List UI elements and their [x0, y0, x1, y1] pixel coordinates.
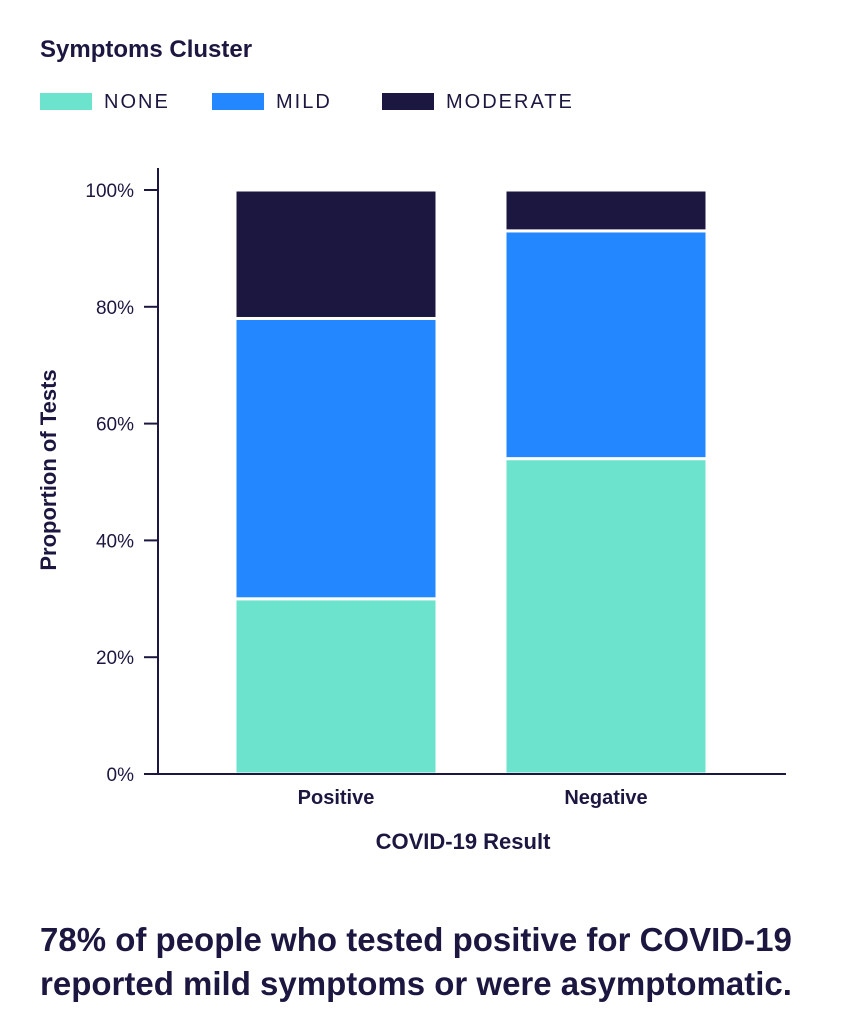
y-tick-label: 40% — [96, 531, 134, 552]
y-tick-label: 100% — [85, 181, 134, 202]
x-axis-title: COVID-19 Result — [376, 829, 551, 854]
legend-swatch — [382, 93, 434, 110]
legend-swatch — [40, 93, 92, 110]
legend-swatch — [212, 93, 264, 110]
y-axis-title: Proportion of Tests — [36, 369, 61, 570]
bar-segment-positive-moderate — [233, 188, 439, 320]
bar-segment-negative-moderate — [503, 188, 709, 233]
chart-caption: 78% of people who tested positive for CO… — [40, 921, 792, 1002]
y-tick-label: 60% — [96, 415, 134, 436]
stacked-bar-chart: 0% 20% 40% 60% 80% 100% Positive Negative COVID-… — [36, 168, 786, 854]
legend-label: MILD — [276, 91, 332, 113]
legend-label: MODERATE — [446, 91, 574, 113]
bar-segment-positive-none — [233, 597, 439, 776]
x-tick-label: Negative — [564, 787, 647, 809]
x-tick-label: Positive — [298, 787, 375, 809]
bar-segment-positive-mild — [233, 316, 439, 601]
bar-segment-negative-mild — [503, 229, 709, 461]
bar-segment-negative-none — [503, 457, 709, 776]
legend-label: NONE — [104, 91, 170, 113]
y-tick-label: 20% — [96, 648, 134, 669]
y-tick-label: 80% — [96, 298, 134, 319]
legend-title: Symptoms Cluster — [40, 36, 253, 63]
y-tick-label: 0% — [107, 765, 135, 786]
